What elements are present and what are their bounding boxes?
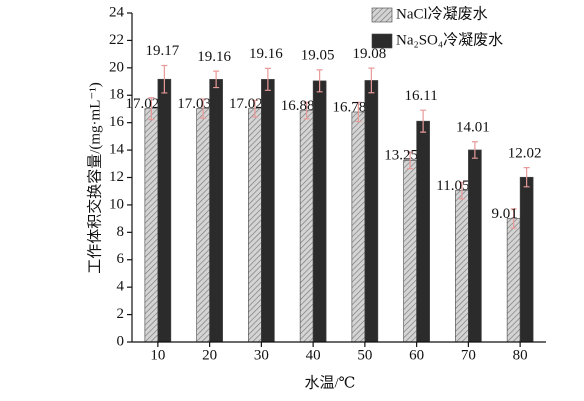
- y-tick-label: 4: [117, 279, 125, 295]
- y-tick-label: 0: [117, 333, 125, 349]
- x-tick-label: 40: [306, 347, 321, 363]
- y-tick-label: 18: [109, 87, 124, 103]
- value-label: 17.03: [177, 96, 211, 112]
- bar: [468, 149, 482, 343]
- y-tick-label: 20: [109, 59, 124, 75]
- value-label: 19.17: [146, 43, 180, 59]
- y-tick-label: 14: [109, 142, 125, 158]
- y-axis-label: 工作体积交换容量/(mg·mL⁻¹): [85, 82, 103, 274]
- y-tick-label: 24: [109, 4, 125, 20]
- bar: [416, 120, 430, 343]
- x-tick-label: 60: [409, 347, 424, 363]
- legend-swatch: [371, 33, 393, 49]
- y-tick-label: 10: [109, 196, 124, 212]
- bar: [261, 79, 275, 343]
- bar: [455, 190, 469, 343]
- value-label: 12.02: [508, 145, 542, 161]
- value-label: 11.05: [436, 178, 469, 194]
- x-tick-label: 80: [513, 347, 528, 363]
- bar: [209, 79, 223, 343]
- y-tick-label: 6: [117, 251, 125, 267]
- value-label: 16.78: [333, 99, 367, 115]
- x-tick-label: 50: [357, 347, 372, 363]
- bar: [299, 110, 314, 343]
- error-bar: [523, 167, 530, 188]
- error-bar: [420, 109, 427, 133]
- y-tick-label: 22: [109, 32, 124, 48]
- value-label: 17.02: [126, 96, 160, 112]
- legend-label: NaCl冷凝废水: [396, 5, 488, 22]
- error-bar: [264, 67, 271, 91]
- bar: [157, 78, 172, 343]
- legend-swatch: [371, 7, 393, 23]
- error-bar: [471, 141, 478, 159]
- value-label: 19.08: [353, 46, 387, 62]
- y-tick-label: 2: [117, 306, 125, 322]
- bar: [403, 160, 417, 343]
- value-label: 16.11: [405, 88, 438, 104]
- error-bar: [458, 181, 465, 200]
- value-label: 19.05: [301, 48, 335, 64]
- y-tick-label: 12: [109, 169, 124, 185]
- bar: [248, 108, 262, 343]
- error-bar: [407, 151, 414, 170]
- bar: [312, 80, 327, 343]
- error-bar: [303, 101, 310, 120]
- bar: [196, 108, 210, 343]
- bar: [519, 176, 534, 343]
- value-label: 14.01: [456, 119, 490, 135]
- value-label: 13.25: [384, 148, 418, 164]
- legend-label: Na₂SO₄冷凝废水: [396, 31, 503, 48]
- error-bar: [213, 70, 220, 89]
- x-tick-label: 70: [461, 347, 476, 363]
- x-tick-label: 10: [150, 347, 165, 363]
- y-tick-label: 8: [117, 224, 125, 240]
- value-label: 19.16: [197, 49, 231, 65]
- value-label: 9.01: [492, 206, 518, 222]
- error-bar: [200, 98, 207, 119]
- value-label: 16.88: [281, 98, 315, 114]
- x-tick-label: 30: [254, 347, 269, 363]
- error-bar: [251, 99, 258, 118]
- error-bar: [148, 97, 155, 121]
- x-tick-label: 20: [202, 347, 217, 363]
- bar: [144, 108, 159, 343]
- error-bar: [355, 101, 362, 123]
- error-bar: [161, 64, 168, 94]
- bar: [351, 111, 366, 343]
- y-tick-label: 16: [109, 114, 125, 130]
- error-bar: [510, 208, 517, 229]
- error-bar: [368, 67, 375, 94]
- value-label: 19.16: [249, 46, 283, 62]
- bar: [506, 218, 521, 343]
- bar: [364, 80, 379, 343]
- error-bar: [316, 69, 323, 93]
- value-label: 17.02: [229, 96, 263, 112]
- x-axis-label: 水温/℃: [305, 374, 356, 391]
